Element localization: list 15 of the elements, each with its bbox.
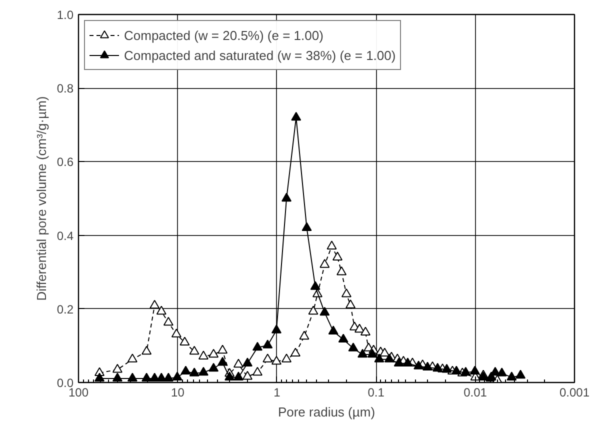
y-tick-label: 0.2	[56, 302, 74, 316]
y-tick-label: 0.4	[56, 228, 74, 243]
legend-label: Compacted (w = 20.5%) (e = 1.00)	[124, 28, 324, 42]
x-axis-title: Pore radius (µm)	[278, 404, 376, 420]
x-tick-label: 100	[68, 386, 89, 400]
x-tick-label: 0.1	[368, 386, 385, 400]
x-tick-label: 1	[274, 386, 281, 400]
x-tick-label: 0.001	[559, 386, 590, 400]
y-axis-title: Differential pore volume (cm³/g·µm)	[34, 96, 49, 301]
legend-label: Compacted and saturated (w = 38%) (e = 1.00)	[124, 48, 396, 62]
x-tick-label: 10	[171, 386, 185, 400]
y-tick-label: 0.6	[56, 155, 74, 170]
x-tick-label: 0.01	[464, 386, 488, 400]
y-tick-label: 0.8	[56, 82, 74, 96]
y-tick-label: 1.0	[56, 8, 74, 22]
